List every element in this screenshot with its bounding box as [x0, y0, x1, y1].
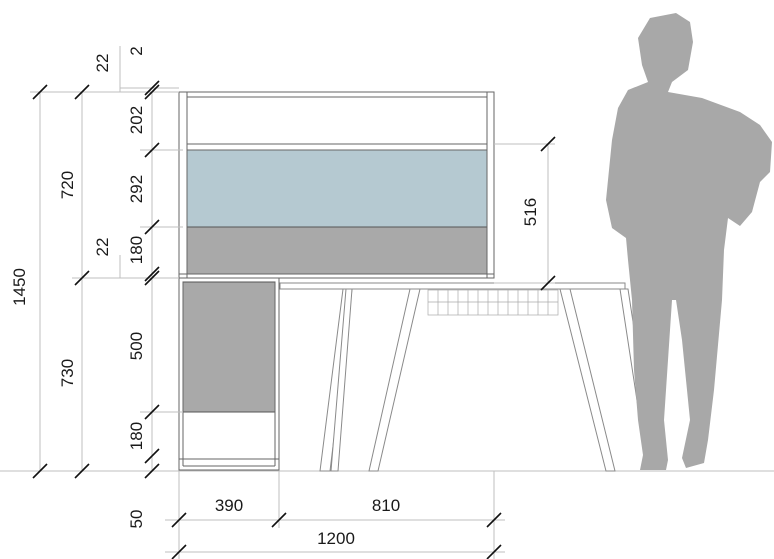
panel-top-white	[182, 96, 489, 145]
desk-top	[279, 282, 626, 290]
frame-right-post	[486, 91, 495, 279]
dimension-ticks	[32, 80, 556, 559]
dim-base-offset: 50	[127, 510, 146, 529]
panel-grey	[182, 226, 489, 275]
dim-mid-gap: 22	[93, 238, 112, 257]
dim-desk-width: 810	[372, 496, 400, 515]
dim-top-gap-upper: 22	[93, 54, 112, 73]
cabinet	[178, 91, 495, 471]
dim-cabinet-panel: 500	[127, 332, 146, 360]
dim-cabinet-width: 390	[215, 496, 243, 515]
dim-total-height: 1450	[10, 268, 29, 306]
desk	[279, 282, 649, 472]
dim-desk-screen: 516	[521, 198, 540, 226]
dim-cabinet-base: 180	[127, 422, 146, 450]
dim-upper-height: 720	[58, 171, 77, 199]
panel-blue	[182, 149, 489, 228]
dimension-lines	[30, 46, 555, 559]
dim-panel-top: 202	[127, 106, 146, 134]
dim-lower-height: 730	[58, 359, 77, 387]
dim-panel-grey: 180	[127, 236, 146, 264]
cabinet-panel-grey	[182, 281, 276, 413]
desk-legs	[319, 288, 649, 472]
cable-tray	[427, 289, 559, 316]
frame-left-post	[178, 91, 188, 279]
dim-top-gap-detail: 2	[127, 46, 146, 55]
dim-panel-blue: 292	[127, 175, 146, 203]
dim-overall-width: 1200	[317, 529, 355, 548]
person-silhouette	[606, 13, 772, 470]
